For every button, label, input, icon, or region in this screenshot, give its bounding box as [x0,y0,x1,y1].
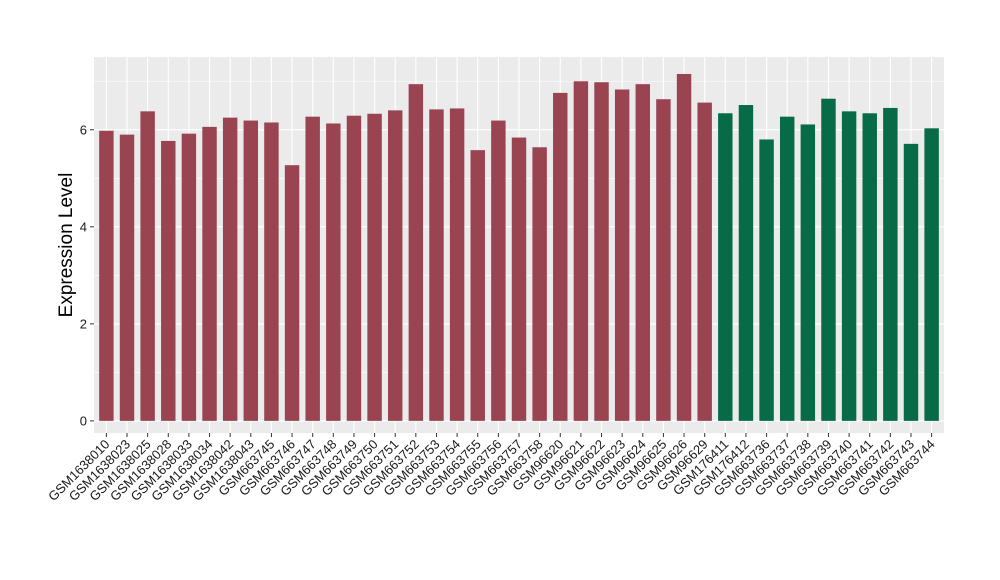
bar-GSM1638010 [99,130,114,421]
bar-GSM663755 [470,150,485,421]
bar-GSM663744 [924,128,939,421]
bar-GSM663749 [346,115,362,421]
bar-GSM96621 [573,81,589,421]
bar-GSM663756 [491,120,506,421]
bar-GSM1638043 [243,120,259,421]
bar-GSM663748 [326,123,341,421]
bar-GSM663740 [841,111,857,421]
bar-GSM1638034 [202,126,217,421]
bar-GSM96624 [635,84,651,421]
bar-GSM663750 [367,113,382,421]
y-tick-label: 0 [80,413,87,428]
bar-GSM663739 [821,98,836,421]
bar-GSM1638023 [119,134,135,421]
bar-GSM1638033 [181,133,197,421]
bar-GSM663754 [449,108,465,421]
bar-GSM663736 [759,139,774,421]
bar-GSM663746 [284,165,300,421]
bar-GSM663742 [883,107,898,421]
bar-GSM96622 [594,82,609,421]
bar-GSM176412 [738,105,754,421]
bar-GSM663741 [862,113,877,421]
bar-GSM96626 [676,73,692,421]
bar-GSM663747 [305,116,320,421]
y-axis-title: Expression Level [56,173,77,318]
bar-GSM663753 [429,109,444,421]
bar-GSM96620 [553,92,568,421]
bar-GSM96629 [697,102,712,421]
bar-GSM1638042 [222,117,238,421]
bar-GSM663745 [264,122,279,421]
bar-GSM176411 [718,113,733,421]
bar-GSM96623 [614,89,630,421]
bar-GSM663737 [779,116,795,421]
bar-GSM663743 [903,143,919,421]
y-tick-label: 6 [80,122,87,137]
bar-GSM1638025 [140,111,155,421]
bar-GSM663757 [511,137,527,421]
y-tick-label: 4 [80,219,87,234]
bars [99,73,939,421]
x-axis: GSM1638010GSM1638023GSM1638025GSM1638028… [45,433,938,504]
bar-GSM1638028 [161,140,176,421]
bar-GSM663758 [532,147,547,421]
y-axis: 0 2 4 6 [80,122,94,428]
bar-GSM96625 [656,99,671,421]
y-tick-label: 2 [80,316,87,331]
bar-GSM663751 [387,110,403,421]
bar-GSM663752 [408,84,424,421]
bar-GSM663738 [800,124,816,421]
